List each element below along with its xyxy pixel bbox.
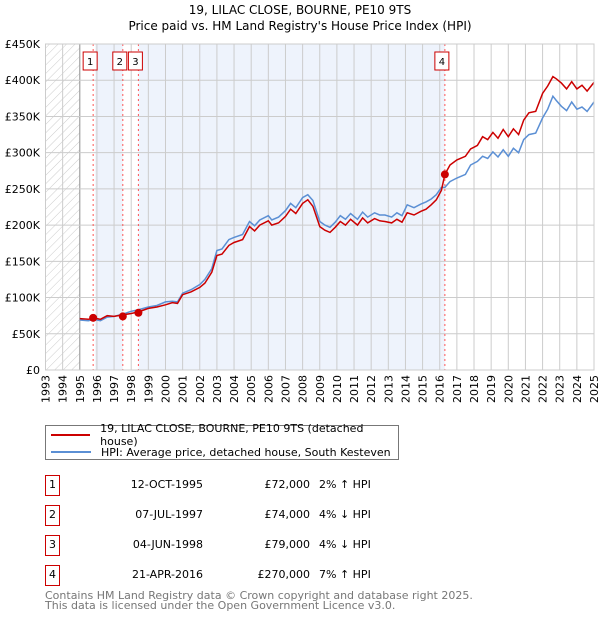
x-tick-label: 1999 bbox=[142, 375, 155, 403]
x-tick-label: 2020 bbox=[502, 375, 515, 403]
x-tick-label: 2006 bbox=[262, 375, 275, 403]
y-tick-label: £350K bbox=[5, 110, 41, 123]
x-tick-label: 1993 bbox=[40, 375, 53, 403]
sale-date: 04-JUN-1998 bbox=[132, 538, 203, 551]
x-tick-label: 2012 bbox=[365, 375, 378, 403]
x-tick-label: 2005 bbox=[245, 375, 258, 403]
sale-date: 12-OCT-1995 bbox=[130, 478, 203, 491]
legend-label-property: 19, LILAC CLOSE, BOURNE, PE10 9TS (detac… bbox=[100, 422, 364, 448]
hpi-line bbox=[79, 94, 595, 322]
sale-number: 2 bbox=[45, 505, 60, 526]
sale-number: 4 bbox=[45, 565, 60, 586]
y-tick-label: £300K bbox=[5, 147, 41, 160]
x-tick-label: 2022 bbox=[537, 375, 550, 403]
sale-label: 1 bbox=[87, 57, 93, 68]
sale-number: 3 bbox=[45, 535, 60, 556]
x-tick-label: 2015 bbox=[417, 375, 430, 403]
y-tick-label: £400K bbox=[5, 74, 41, 87]
sale-hpi-diff: 4% ↓ HPI bbox=[319, 538, 371, 551]
x-tick-label: 2025 bbox=[588, 375, 600, 403]
x-tick-label: 1996 bbox=[91, 375, 104, 403]
footer-licence: This data is licensed under the Open Gov… bbox=[45, 599, 396, 612]
sale-price: £79,000 bbox=[264, 538, 311, 551]
sale-date: 07-JUL-1997 bbox=[135, 508, 203, 521]
sale-hpi-diff: 7% ↑ HPI bbox=[319, 568, 371, 581]
price-chart: 1993 1994 1995 1996 1997 1998 1999 2000 2001 2002… bbox=[5, 38, 600, 403]
property-price-line bbox=[79, 75, 595, 321]
legend: 19, LILAC CLOSE, BOURNE, PE10 9TS (detac… bbox=[45, 422, 399, 460]
x-tick-label: 2018 bbox=[468, 375, 481, 403]
x-tick-label: 2013 bbox=[382, 375, 395, 403]
sale-hpi-diff: 4% ↓ HPI bbox=[319, 508, 371, 521]
sale-label-box bbox=[112, 51, 128, 71]
legend-item-hpi: HPI: Average price, detached house, Sout… bbox=[51, 444, 391, 460]
x-tick-label: 2009 bbox=[314, 375, 327, 403]
x-tick-label: 1995 bbox=[74, 375, 87, 403]
legend-label-hpi: HPI: Average price, detached house, Sout… bbox=[101, 445, 391, 459]
legend-swatch-hpi bbox=[51, 451, 91, 453]
sale-date: 21-APR-2016 bbox=[131, 568, 203, 581]
y-tick-label: £150K bbox=[5, 255, 41, 268]
sale-price: £270,000 bbox=[257, 568, 311, 581]
footer-copyright: Contains HM Land Registry data © Crown c… bbox=[45, 589, 473, 602]
legend-item-property: 19, LILAC CLOSE, BOURNE, PE10 9TS (detac… bbox=[51, 422, 398, 448]
x-tick-label: 2016 bbox=[434, 375, 447, 403]
sale-point bbox=[134, 308, 143, 317]
y-tick-label: £100K bbox=[5, 292, 41, 305]
y-tick-label: £0 bbox=[26, 364, 40, 377]
chart-subtitle: Price paid vs. HM Land Registry's House … bbox=[128, 19, 472, 33]
sale-label-box bbox=[127, 51, 143, 71]
x-tick-label: 2003 bbox=[211, 375, 224, 403]
x-tick-label: 2004 bbox=[228, 375, 241, 403]
y-tick-label: £200K bbox=[5, 219, 41, 232]
sale-row: 3 04-JUN-1998 £79,000 4% ↓ HPI bbox=[45, 535, 565, 557]
sale-row: 4 21-APR-2016 £270,000 7% ↑ HPI bbox=[45, 565, 565, 587]
sale-label: 3 bbox=[132, 57, 138, 68]
sale-point bbox=[440, 170, 449, 179]
chart-title: 19, LILAC CLOSE, BOURNE, PE10 9TS bbox=[188, 3, 412, 17]
shaded-period bbox=[138, 44, 445, 370]
x-tick-label: 2002 bbox=[194, 375, 207, 403]
x-tick-label: 2024 bbox=[571, 375, 584, 403]
legend-swatch-property bbox=[51, 434, 91, 436]
x-tick-label: 2001 bbox=[177, 375, 190, 403]
y-tick-label: £250K bbox=[5, 183, 41, 196]
x-tick-label: 2011 bbox=[348, 375, 361, 403]
sale-label: 4 bbox=[439, 57, 445, 68]
x-tick-label: 2008 bbox=[297, 375, 310, 403]
y-tick-label: £50K bbox=[12, 328, 41, 341]
x-tick-label: 1994 bbox=[57, 375, 70, 403]
x-tick-label: 1997 bbox=[108, 375, 121, 403]
x-tick-label: 2023 bbox=[554, 375, 567, 403]
x-tick-label: 2000 bbox=[159, 375, 172, 403]
x-tick-label: 2019 bbox=[485, 375, 498, 403]
plot-border bbox=[45, 43, 595, 371]
x-tick-label: 2021 bbox=[519, 375, 532, 403]
sale-point bbox=[89, 313, 98, 322]
sale-label: 2 bbox=[117, 57, 123, 68]
sale-price: £72,000 bbox=[264, 478, 311, 491]
x-tick-label: 2007 bbox=[279, 375, 292, 403]
sale-label-box bbox=[82, 51, 98, 71]
sale-row: 2 07-JUL-1997 £74,000 4% ↓ HPI bbox=[45, 505, 565, 527]
x-tick-label: 2010 bbox=[331, 375, 344, 403]
x-tick-label: 2017 bbox=[451, 375, 464, 403]
sale-number: 1 bbox=[45, 475, 60, 496]
sale-point bbox=[118, 312, 127, 321]
sale-row: 1 12-OCT-1995 £72,000 2% ↑ HPI bbox=[45, 475, 565, 497]
y-tick-label: £450K bbox=[5, 38, 41, 51]
sale-price: £74,000 bbox=[264, 508, 311, 521]
sale-label-box bbox=[434, 51, 450, 71]
sale-hpi-diff: 2% ↑ HPI bbox=[319, 478, 371, 491]
x-tick-label: 1998 bbox=[125, 375, 138, 403]
x-tick-label: 2014 bbox=[399, 375, 412, 403]
